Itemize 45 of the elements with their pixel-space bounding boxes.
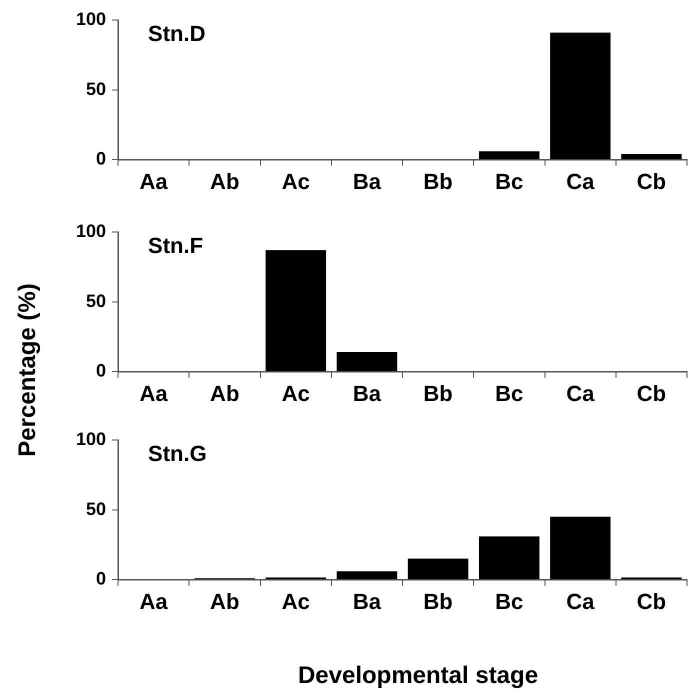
x-tick-label: Aa	[140, 380, 168, 406]
x-tick-label: Cb	[636, 380, 666, 406]
x-tick-label: Ba	[352, 168, 382, 194]
x-tick-label: Bb	[423, 168, 453, 194]
x-tick-label: Bc	[495, 588, 524, 614]
y-tick-label: 0	[96, 568, 106, 589]
x-tick-label: Cb	[636, 168, 666, 194]
chart-title: Stn.G	[148, 441, 207, 466]
x-tick-label: Ac	[282, 168, 310, 194]
y-tick-label: 50	[86, 78, 106, 99]
bar	[550, 32, 611, 160]
bar	[336, 571, 398, 580]
x-tick-label: Ca	[566, 380, 596, 406]
bar	[550, 516, 611, 580]
x-tick-label: Bc	[495, 168, 524, 194]
x-tick-label: Ab	[210, 588, 240, 614]
x-tick-label: Ca	[566, 588, 596, 614]
chart-title: Stn.F	[148, 233, 204, 258]
y-tick-label: 100	[76, 220, 106, 241]
y-tick-label: 100	[76, 428, 106, 449]
x-tick-label: Ac	[282, 588, 310, 614]
y-tick-label: 0	[96, 148, 106, 169]
x-axis-title: Developmental stage	[296, 662, 540, 690]
x-tick-label: Aa	[140, 588, 168, 614]
y-tick-label: 100	[76, 8, 106, 29]
bar	[408, 558, 468, 580]
bar	[478, 151, 540, 160]
y-axis-title: Percentage (%)	[14, 283, 42, 457]
x-tick-label: Bb	[423, 588, 453, 614]
x-tick-label: Ab	[210, 168, 240, 194]
x-tick-label: Ba	[352, 380, 382, 406]
x-tick-label: Bb	[423, 380, 453, 406]
x-tick-label: Bc	[495, 380, 524, 406]
x-tick-label: Cb	[636, 588, 666, 614]
x-tick-label: Ba	[352, 588, 382, 614]
x-tick-label: Ac	[282, 380, 310, 406]
chart-title: Stn.D	[148, 21, 206, 46]
x-tick-label: Ab	[210, 380, 240, 406]
y-tick-label: 0	[96, 360, 106, 381]
bar	[621, 154, 682, 160]
x-tick-label: Aa	[140, 168, 168, 194]
x-tick-label: Ca	[566, 168, 596, 194]
y-tick-label: 50	[86, 498, 106, 519]
y-tick-label: 50	[86, 290, 106, 311]
bar	[478, 536, 540, 580]
